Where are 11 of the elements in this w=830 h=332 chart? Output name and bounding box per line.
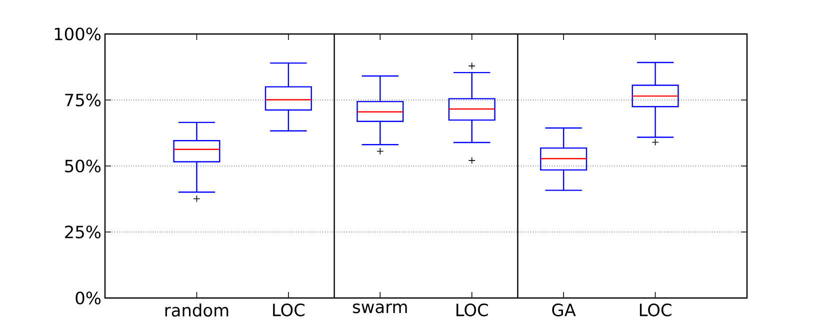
x-tick-label: LOC (640, 304, 672, 316)
y-tick-label: 0% (76, 292, 101, 304)
y-tick-label: 50% (65, 160, 101, 172)
x-tick-label: LOC (273, 304, 305, 316)
x-tick-label: GA (552, 304, 576, 316)
x-tick-label: swarm (352, 304, 407, 314)
y-tick-label: 75% (65, 94, 101, 106)
y-tick-label: 25% (65, 226, 101, 238)
y-tick-label: 100% (54, 28, 101, 40)
x-tick-label: random (165, 304, 228, 317)
x-tick-label: LOC (456, 304, 488, 316)
